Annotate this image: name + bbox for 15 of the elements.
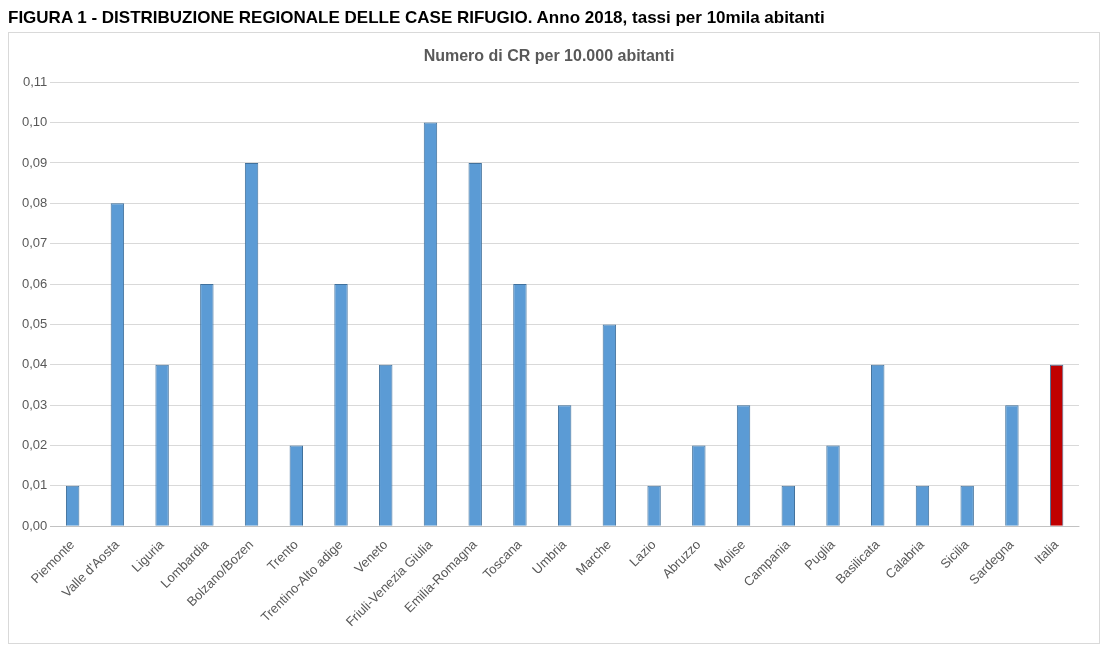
y-tick-label: 0,03 xyxy=(21,396,48,412)
y-tick-label: 0,09 xyxy=(21,154,48,170)
x-tick-label: Italia xyxy=(1031,536,1062,567)
y-tick-label: 0,07 xyxy=(21,235,48,251)
y-tick-label: 0,06 xyxy=(21,275,48,291)
y-tick-label: 0,10 xyxy=(21,114,48,130)
chart-subtitle: Numero di CR per 10.000 abitanti xyxy=(423,47,675,65)
y-tick-label: 0,02 xyxy=(21,437,48,453)
chart-title: FIGURA 1 - DISTRIBUZIONE REGIONALE DELLE CASE RIFUGIO. Anno 2018, tassi per 10mila abitanti xyxy=(8,8,826,28)
y-tick-label: 0,04 xyxy=(21,356,48,372)
y-tick-label: 0,08 xyxy=(21,194,48,210)
y-tick-label: 0,00 xyxy=(21,517,48,533)
y-tick-label: 0,11 xyxy=(22,73,48,89)
y-tick-label: 0,05 xyxy=(21,315,48,331)
y-tick-label: 0,01 xyxy=(21,477,48,493)
